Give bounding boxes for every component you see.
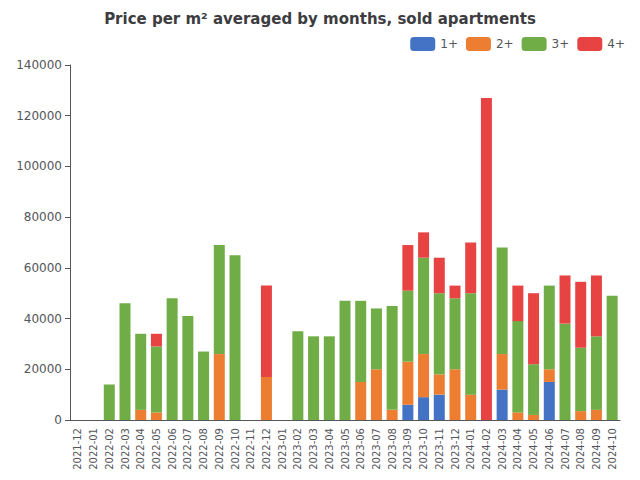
svg-text:3+: 3+ <box>552 37 570 51</box>
svg-text:2023-04: 2023-04 <box>324 428 335 470</box>
svg-text:2022-02: 2022-02 <box>104 428 115 470</box>
svg-text:2023-06: 2023-06 <box>355 428 366 470</box>
svg-text:40000: 40000 <box>24 312 62 326</box>
svg-text:2023-11: 2023-11 <box>434 428 445 470</box>
svg-text:100000: 100000 <box>16 159 62 173</box>
svg-text:140000: 140000 <box>16 58 62 72</box>
svg-text:2022-07: 2022-07 <box>182 428 193 470</box>
svg-text:2023-10: 2023-10 <box>418 428 429 470</box>
svg-text:2024-03: 2024-03 <box>497 428 508 470</box>
svg-text:2022-04: 2022-04 <box>135 428 146 470</box>
svg-text:2023-09: 2023-09 <box>402 428 413 470</box>
svg-text:2022-12: 2022-12 <box>261 428 272 470</box>
svg-text:2023-08: 2023-08 <box>387 428 398 470</box>
svg-text:2023-01: 2023-01 <box>277 428 288 470</box>
svg-text:2023-02: 2023-02 <box>292 428 303 470</box>
svg-text:2024-10: 2024-10 <box>607 428 618 470</box>
svg-text:2021-12: 2021-12 <box>72 428 83 470</box>
svg-text:2024-06: 2024-06 <box>544 428 555 470</box>
svg-text:120000: 120000 <box>16 109 62 123</box>
svg-text:4+: 4+ <box>607 37 625 51</box>
svg-text:2024-01: 2024-01 <box>465 428 476 470</box>
svg-text:2022-01: 2022-01 <box>88 428 99 470</box>
svg-text:2022-03: 2022-03 <box>120 428 131 470</box>
svg-text:Price per m² averaged by month: Price per m² averaged by months, sold ap… <box>104 10 536 28</box>
svg-text:2024-08: 2024-08 <box>575 428 586 470</box>
svg-text:80000: 80000 <box>24 210 62 224</box>
svg-text:2+: 2+ <box>496 37 514 51</box>
svg-text:20000: 20000 <box>24 362 62 376</box>
svg-text:2024-09: 2024-09 <box>591 428 602 470</box>
svg-text:2022-09: 2022-09 <box>214 428 225 470</box>
svg-text:2024-07: 2024-07 <box>560 428 571 470</box>
svg-text:0: 0 <box>54 413 62 427</box>
svg-text:2023-07: 2023-07 <box>371 428 382 470</box>
svg-text:2023-12: 2023-12 <box>450 428 461 470</box>
svg-text:2022-06: 2022-06 <box>167 428 178 470</box>
svg-text:2024-04: 2024-04 <box>512 428 523 470</box>
svg-text:60000: 60000 <box>24 261 62 275</box>
svg-text:2022-11: 2022-11 <box>245 428 256 470</box>
svg-text:2024-05: 2024-05 <box>528 428 539 470</box>
svg-text:2022-10: 2022-10 <box>230 428 241 470</box>
svg-text:2022-08: 2022-08 <box>198 428 209 470</box>
svg-text:2023-03: 2023-03 <box>308 428 319 470</box>
svg-text:2024-02: 2024-02 <box>481 428 492 470</box>
svg-text:2022-05: 2022-05 <box>151 428 162 470</box>
svg-text:2023-05: 2023-05 <box>340 428 351 470</box>
svg-text:1+: 1+ <box>440 37 458 51</box>
